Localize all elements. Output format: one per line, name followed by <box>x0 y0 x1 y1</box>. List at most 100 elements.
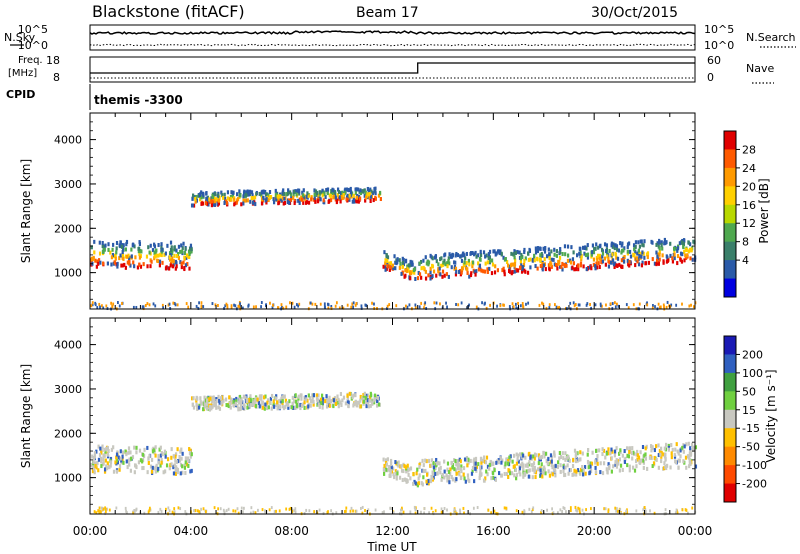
echo-cell <box>167 303 170 307</box>
x-tick-label: 04:00 <box>174 524 209 538</box>
echo-cell <box>255 305 257 309</box>
echo-cell <box>552 511 555 515</box>
echo-cell <box>474 461 477 466</box>
echo-cell <box>517 459 520 464</box>
echo-cell <box>603 242 607 247</box>
echo-cell <box>275 193 278 198</box>
echo-cell <box>590 461 594 466</box>
echo-cell <box>441 472 444 477</box>
echo-cell <box>551 507 553 511</box>
echo-cell <box>203 401 206 406</box>
echo-cell <box>131 242 135 247</box>
echo-cell <box>194 196 197 201</box>
echo-cell <box>628 249 632 254</box>
echo-cell <box>297 198 300 203</box>
echo-cell <box>399 261 402 266</box>
echo-cell <box>143 511 146 515</box>
echo-cell <box>240 397 243 402</box>
echo-cell <box>354 303 357 307</box>
echo-cell <box>118 256 121 261</box>
echo-cell <box>660 450 663 455</box>
echo-cell <box>260 301 263 305</box>
echo-cell <box>384 458 388 463</box>
echo-cell <box>275 197 278 202</box>
echo-cell <box>538 246 542 251</box>
echo-cell <box>638 460 641 465</box>
echo-cell <box>630 451 634 456</box>
y-tick-label: 4000 <box>54 134 82 147</box>
echo-cell <box>168 466 171 471</box>
nave-label: Nave <box>746 62 774 75</box>
echo-cell <box>548 306 551 310</box>
echo-cell <box>674 511 677 515</box>
echo-cell <box>189 454 192 459</box>
echo-cell <box>594 303 597 307</box>
echo-cell <box>638 244 642 249</box>
echo-cell <box>428 478 431 483</box>
echo-cell <box>254 202 257 207</box>
echo-cell <box>439 302 441 306</box>
echo-cell <box>296 399 299 404</box>
echo-cell <box>460 464 463 469</box>
echo-cell <box>561 510 564 514</box>
echo-cell <box>471 468 474 473</box>
echo-cell <box>605 243 609 248</box>
echo-cell <box>554 469 557 474</box>
echo-cell <box>557 460 560 465</box>
noise-right-tick-bottom: 10^0 <box>704 39 734 52</box>
colorbar-tick-label: -50 <box>742 441 760 454</box>
echo-cell <box>432 269 436 274</box>
echo-cell <box>459 254 462 259</box>
echo-cell <box>467 460 470 465</box>
noise-left-tick-bottom: 10^0 <box>18 39 48 52</box>
echo-cell <box>218 400 221 405</box>
echo-cell <box>398 475 402 480</box>
echo-cell <box>191 203 194 208</box>
echo-cell <box>359 196 362 201</box>
echo-cell <box>197 193 200 198</box>
echo-cell <box>354 190 357 195</box>
echo-cell <box>455 462 458 467</box>
echo-cell <box>215 405 218 410</box>
echo-cell <box>450 475 453 480</box>
echo-cell <box>607 509 610 513</box>
echo-cell <box>121 302 123 306</box>
echo-cell <box>373 187 376 192</box>
echo-cell <box>359 404 362 409</box>
echo-cell <box>442 260 445 265</box>
echo-cell <box>95 264 98 269</box>
echo-cell <box>425 261 428 266</box>
echo-cell <box>294 399 298 404</box>
echo-cell <box>104 510 107 514</box>
echo-cell <box>118 467 121 472</box>
echo-cell <box>303 405 306 410</box>
echo-cell <box>558 305 561 309</box>
echo-cell <box>336 187 340 192</box>
echo-cell <box>317 402 320 407</box>
echo-cell <box>519 256 523 261</box>
echo-cell <box>532 461 536 466</box>
echo-cell <box>509 263 513 268</box>
echo-cell <box>434 466 437 471</box>
echo-cell <box>421 458 424 463</box>
echo-cell <box>230 190 233 195</box>
echo-cell <box>384 267 387 272</box>
echo-cell <box>153 250 156 255</box>
echo-cell <box>460 475 463 480</box>
echo-cell <box>130 254 133 259</box>
echo-cell <box>514 250 518 255</box>
echo-cell <box>423 506 426 510</box>
echo-cell <box>424 269 427 274</box>
echo-cell <box>503 257 507 262</box>
echo-cell <box>592 250 596 255</box>
echo-cell <box>655 262 658 267</box>
echo-cell <box>511 270 514 275</box>
echo-cell <box>670 455 673 460</box>
colorbar-tick-label: 16 <box>742 199 756 212</box>
echo-cell <box>348 193 351 198</box>
echo-cell <box>408 303 411 307</box>
echo-cell <box>135 450 138 455</box>
echo-cell <box>490 258 494 263</box>
echo-cell <box>176 303 179 307</box>
